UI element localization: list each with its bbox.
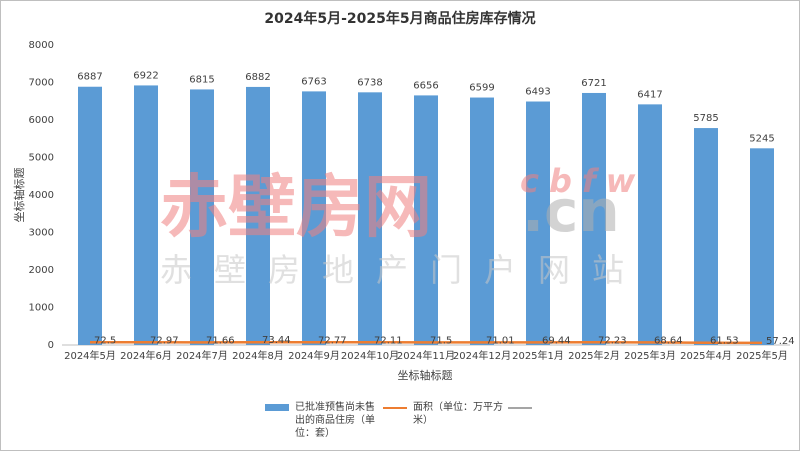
y-tick-label: 7000 (29, 78, 54, 89)
y-tick-label: 6000 (29, 115, 54, 126)
watermark: 赤壁房网 .cn cbfw 赤壁房地产门户网站 (160, 162, 646, 289)
legend-swatch (265, 404, 289, 411)
data-label: 71.01 (486, 335, 515, 346)
x-tick-label: 2024年11月 (397, 349, 455, 362)
bar (246, 86, 270, 346)
x-tick-label: 2025年1月 (512, 349, 564, 362)
bar (694, 128, 718, 345)
bar (78, 86, 102, 346)
legend-swatch (508, 407, 532, 409)
y-axis-label: 坐标轴标题 (12, 168, 26, 223)
x-tick-label: 2025年5月 (736, 349, 788, 362)
y-tick-label: 1000 (29, 303, 54, 314)
watermark-domain: .cn (522, 177, 620, 245)
y-tick-label: 2000 (29, 265, 54, 276)
data-label: 6417 (637, 89, 662, 100)
x-tick-label: 2025年4月 (680, 349, 732, 362)
x-axis-label: 坐标轴标题 (398, 368, 453, 382)
watermark-main: 赤壁房网 (160, 169, 432, 248)
watermark-subtitle: 赤壁房地产门户网站 (160, 251, 646, 289)
x-tick-label: 2024年6月 (120, 349, 172, 362)
bar (190, 89, 214, 345)
data-label: 61.53 (710, 336, 739, 347)
legend-label: 面积（单位：万平方米） (413, 402, 503, 426)
data-label: 71.66 (206, 335, 235, 346)
data-label: 6887 (77, 72, 102, 83)
bar (358, 92, 382, 345)
bar (638, 104, 662, 345)
x-tick-label: 2024年7月 (176, 349, 228, 362)
data-label: 5785 (693, 113, 718, 124)
data-label: 6599 (469, 83, 494, 94)
y-tick-label: 5000 (29, 153, 54, 164)
data-label: 5245 (749, 133, 774, 144)
data-label: 6882 (245, 72, 270, 83)
x-tick-label: 2025年3月 (624, 349, 676, 362)
y-tick-label: 3000 (29, 228, 54, 239)
data-label: 6493 (525, 87, 550, 98)
data-label: 72.23 (598, 335, 627, 346)
data-label: 57.24 (766, 336, 795, 347)
data-label: 72.5 (94, 335, 116, 346)
bar (750, 148, 774, 345)
legend-label: 已批准预售尚未售出的商品住房（单位：套） (295, 402, 375, 439)
bar (526, 101, 550, 345)
data-label: 6656 (413, 80, 438, 91)
x-tick-label: 2024年8月 (232, 349, 284, 362)
data-label: 71.5 (430, 335, 452, 346)
x-tick-label: 2024年10月 (341, 349, 399, 362)
data-label: 72.77 (318, 335, 347, 346)
data-label: 6922 (133, 70, 158, 81)
data-label: 6815 (189, 74, 214, 85)
bar (470, 97, 494, 345)
data-label: 68.64 (654, 335, 683, 346)
bar (134, 85, 158, 346)
data-label: 72.97 (150, 335, 179, 346)
y-tick-label: 4000 (29, 190, 54, 201)
line (89, 340, 763, 345)
bar (582, 92, 606, 346)
y-tick-label: 8000 (29, 40, 54, 51)
data-label: 73.44 (262, 335, 291, 346)
x-tick-label: 2024年12月 (453, 349, 511, 362)
data-label: 6738 (357, 77, 382, 88)
watermark-letters: cbfw (520, 162, 645, 200)
data-label: 6763 (301, 76, 326, 87)
y-tick-label: 0 (48, 340, 54, 351)
data-label: 69.44 (542, 335, 571, 346)
chart-title: 2024年5月-2025年5月商品住房库存情况 (264, 10, 535, 27)
x-tick-label: 2024年5月 (64, 349, 116, 362)
data-label: 6721 (581, 78, 606, 89)
bar (414, 95, 438, 346)
bar (302, 91, 326, 345)
legend-swatch (383, 407, 407, 409)
x-tick-label: 2025年2月 (568, 349, 620, 362)
x-tick-label: 2024年9月 (288, 349, 340, 362)
data-label: 72.11 (374, 335, 403, 346)
